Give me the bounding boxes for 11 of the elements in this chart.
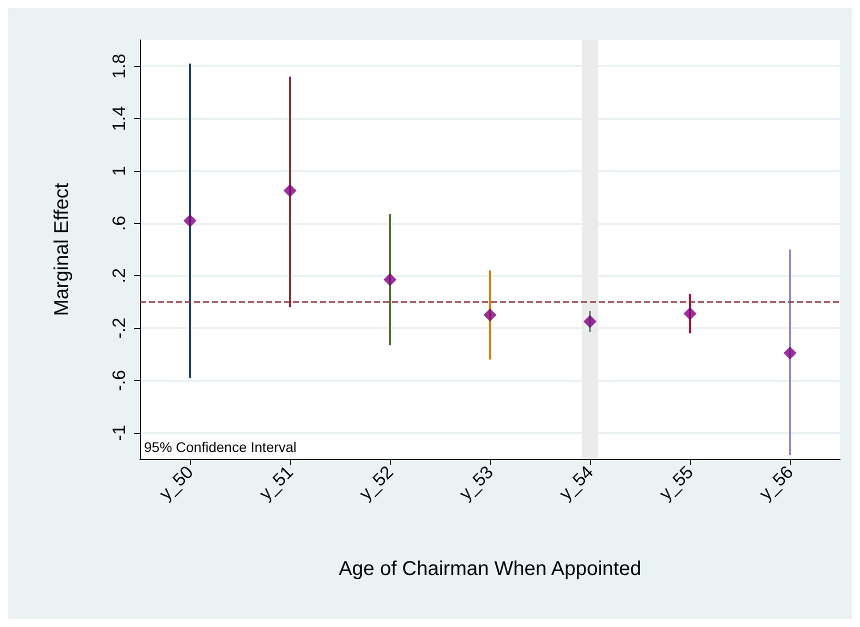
y-tick-label: 1.8 [109, 54, 129, 79]
y-tick-label: 1.4 [109, 106, 129, 132]
y-tick-label: .6 [109, 216, 129, 231]
y-tick-label: .2 [109, 268, 129, 284]
y-tick-label: -1 [109, 424, 129, 441]
y-tick-label: 1 [109, 166, 129, 176]
y-axis-title: Marginal Effect [51, 182, 73, 316]
x-axis-title: Age of Chairman When Appointed [338, 558, 642, 580]
y-tick-label: -.2 [109, 318, 129, 339]
y-tick-label: -.6 [109, 370, 129, 391]
annotation: 95% Confidence Interval [144, 439, 297, 455]
